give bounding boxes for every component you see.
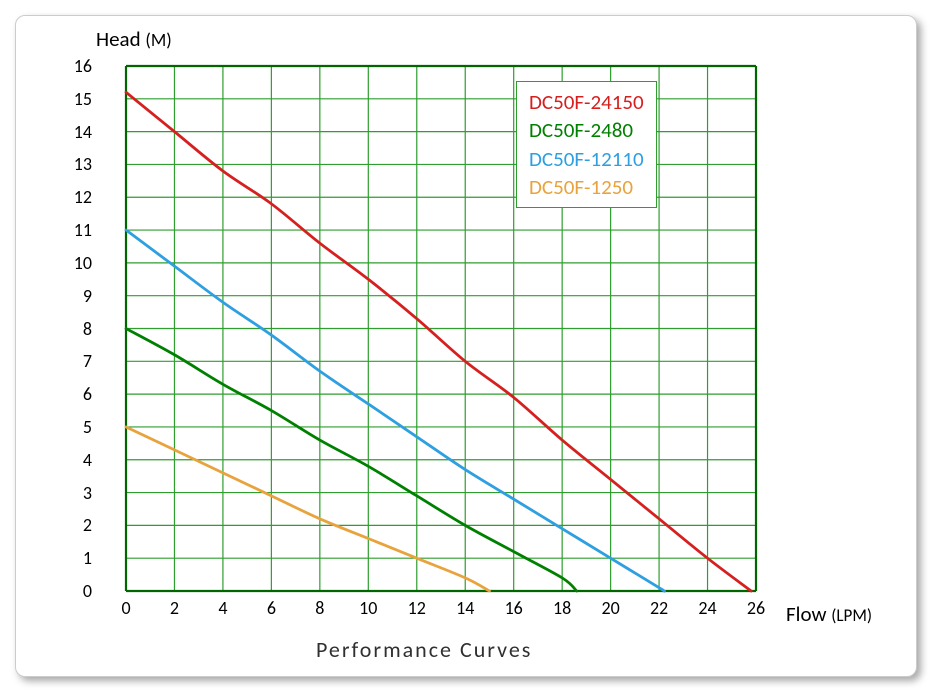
y-tick-label: 2 bbox=[52, 514, 92, 536]
y-tick-label: 4 bbox=[52, 449, 92, 471]
y-tick-label: 11 bbox=[52, 219, 92, 241]
y-tick-label: 13 bbox=[52, 153, 92, 175]
series-DC50F-1250 bbox=[126, 427, 489, 591]
legend-item: DC50F-24150 bbox=[529, 88, 644, 116]
chart-title: Performance Curves bbox=[316, 636, 532, 663]
x-tick-label: 8 bbox=[305, 597, 335, 619]
legend-box: DC50F-24150DC50F-2480DC50F-12110DC50F-12… bbox=[516, 81, 657, 208]
y-tick-label: 16 bbox=[52, 55, 92, 77]
x-tick-label: 22 bbox=[644, 597, 674, 619]
chart-card: Head (M) 012345678910111213141516 024681… bbox=[15, 15, 917, 677]
x-axis-unit: (LPM) bbox=[831, 605, 872, 626]
legend-item: DC50F-12110 bbox=[529, 145, 644, 173]
y-tick-label: 10 bbox=[52, 252, 92, 274]
y-tick-label: 8 bbox=[52, 318, 92, 340]
y-axis-title: Head (M) bbox=[96, 26, 172, 52]
chart-plot bbox=[96, 56, 766, 601]
legend-item: DC50F-1250 bbox=[529, 173, 644, 201]
y-axis-label: Head bbox=[96, 26, 141, 52]
x-axis-label: Flow bbox=[786, 601, 826, 627]
series-DC50F-12110 bbox=[126, 230, 665, 591]
legend-item: DC50F-2480 bbox=[529, 116, 644, 144]
x-tick-label: 12 bbox=[402, 597, 432, 619]
y-tick-label: 3 bbox=[52, 482, 92, 504]
y-tick-label: 15 bbox=[52, 88, 92, 110]
x-tick-label: 24 bbox=[693, 597, 723, 619]
x-tick-label: 4 bbox=[208, 597, 238, 619]
y-tick-label: 7 bbox=[52, 350, 92, 372]
x-tick-label: 2 bbox=[159, 597, 189, 619]
y-tick-label: 5 bbox=[52, 416, 92, 438]
y-axis-unit: (M) bbox=[145, 29, 171, 51]
x-tick-label: 14 bbox=[450, 597, 480, 619]
y-tick-label: 12 bbox=[52, 186, 92, 208]
x-tick-label: 26 bbox=[741, 597, 771, 619]
y-tick-label: 9 bbox=[52, 285, 92, 307]
y-tick-label: 14 bbox=[52, 121, 92, 143]
x-tick-label: 20 bbox=[596, 597, 626, 619]
x-tick-label: 6 bbox=[256, 597, 286, 619]
x-axis-title: Flow (LPM) bbox=[786, 601, 872, 627]
y-tick-label: 0 bbox=[52, 580, 92, 602]
y-tick-label: 1 bbox=[52, 547, 92, 569]
x-tick-label: 16 bbox=[499, 597, 529, 619]
x-tick-label: 18 bbox=[547, 597, 577, 619]
x-tick-label: 0 bbox=[111, 597, 141, 619]
x-tick-label: 10 bbox=[353, 597, 383, 619]
series-DC50F-24150 bbox=[126, 92, 751, 591]
y-tick-label: 6 bbox=[52, 383, 92, 405]
